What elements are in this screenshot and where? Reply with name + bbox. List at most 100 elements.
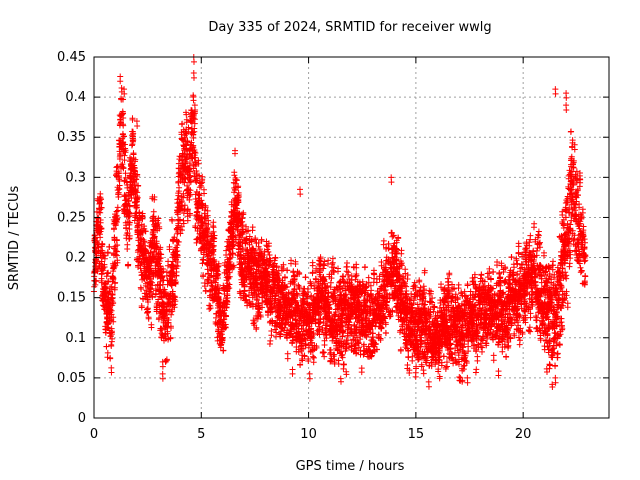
data-point [105, 319, 112, 326]
data-point [266, 251, 273, 258]
data-point [97, 234, 104, 241]
data-point [289, 370, 296, 377]
data-point [120, 96, 127, 103]
data-point [284, 267, 291, 274]
data-point [113, 208, 120, 215]
data-point [380, 237, 387, 244]
data-point [358, 369, 365, 376]
data-point [106, 244, 113, 251]
data-point [249, 227, 256, 234]
data-point [114, 204, 121, 211]
data-point [327, 346, 334, 353]
data-point [288, 257, 295, 264]
data-point [284, 355, 291, 362]
data-points [90, 54, 589, 391]
data-point [112, 279, 119, 286]
data-point [117, 116, 124, 123]
data-point [113, 242, 120, 249]
data-point [92, 281, 99, 288]
data-point [116, 172, 123, 179]
data-point [121, 141, 128, 148]
data-point [116, 182, 123, 189]
data-point [122, 174, 129, 181]
data-point [110, 314, 117, 321]
data-point [126, 219, 133, 226]
data-point [99, 241, 106, 248]
data-point [130, 137, 137, 144]
data-point [148, 324, 155, 331]
data-point [113, 164, 120, 171]
data-point [109, 291, 116, 298]
data-point [126, 225, 133, 232]
data-point [268, 327, 275, 334]
data-point [108, 328, 115, 335]
chart-title: Day 335 of 2024, SRMTID for receiver wwl… [208, 20, 491, 35]
data-point [397, 347, 404, 354]
data-point [320, 349, 327, 356]
data-point [97, 216, 104, 223]
data-point [138, 286, 145, 293]
data-point [114, 215, 121, 222]
data-point [371, 271, 378, 278]
data-point [137, 265, 144, 272]
data-point [296, 269, 303, 276]
data-point [130, 150, 137, 157]
data-point [123, 225, 130, 232]
data-point [104, 349, 111, 356]
data-point [108, 307, 115, 314]
data-point [134, 194, 141, 201]
data-point [100, 265, 107, 272]
data-point [98, 204, 105, 211]
data-point [136, 216, 143, 223]
data-point [110, 300, 117, 307]
data-point [382, 330, 389, 337]
data-point [108, 286, 115, 293]
data-point [105, 278, 112, 285]
data-point [150, 208, 157, 215]
grid [94, 57, 609, 418]
data-point [101, 255, 108, 262]
data-point [190, 97, 197, 104]
data-point [121, 152, 128, 159]
data-point [398, 250, 405, 257]
data-point [104, 270, 111, 277]
data-point [107, 354, 114, 361]
data-point [310, 359, 317, 366]
data-point [343, 368, 350, 375]
data-point [132, 186, 139, 193]
data-point [96, 200, 103, 207]
data-point [181, 202, 188, 209]
data-point [101, 264, 108, 271]
data-point [125, 198, 132, 205]
data-point [405, 354, 412, 361]
data-point [113, 248, 120, 255]
data-point [202, 288, 209, 295]
data-point [163, 357, 170, 364]
data-point [130, 130, 137, 137]
data-point [126, 203, 133, 210]
data-point [94, 218, 101, 225]
data-point [139, 213, 146, 220]
data-point [103, 343, 110, 350]
data-point [98, 225, 105, 232]
data-point [126, 210, 133, 217]
data-point [104, 249, 111, 256]
data-point [131, 165, 138, 172]
data-point [135, 182, 142, 189]
data-point [108, 341, 115, 348]
data-point [132, 156, 139, 163]
data-point [119, 121, 126, 128]
data-point [340, 361, 347, 368]
data-point [120, 165, 127, 172]
data-point [232, 147, 239, 154]
data-point [309, 269, 316, 276]
data-point [111, 286, 118, 293]
data-point [110, 276, 117, 283]
data-point [108, 338, 115, 345]
data-point [309, 259, 316, 266]
data-point [111, 260, 118, 267]
data-point [125, 262, 132, 269]
data-point [120, 133, 127, 140]
data-point [99, 249, 106, 256]
data-point [134, 173, 141, 180]
